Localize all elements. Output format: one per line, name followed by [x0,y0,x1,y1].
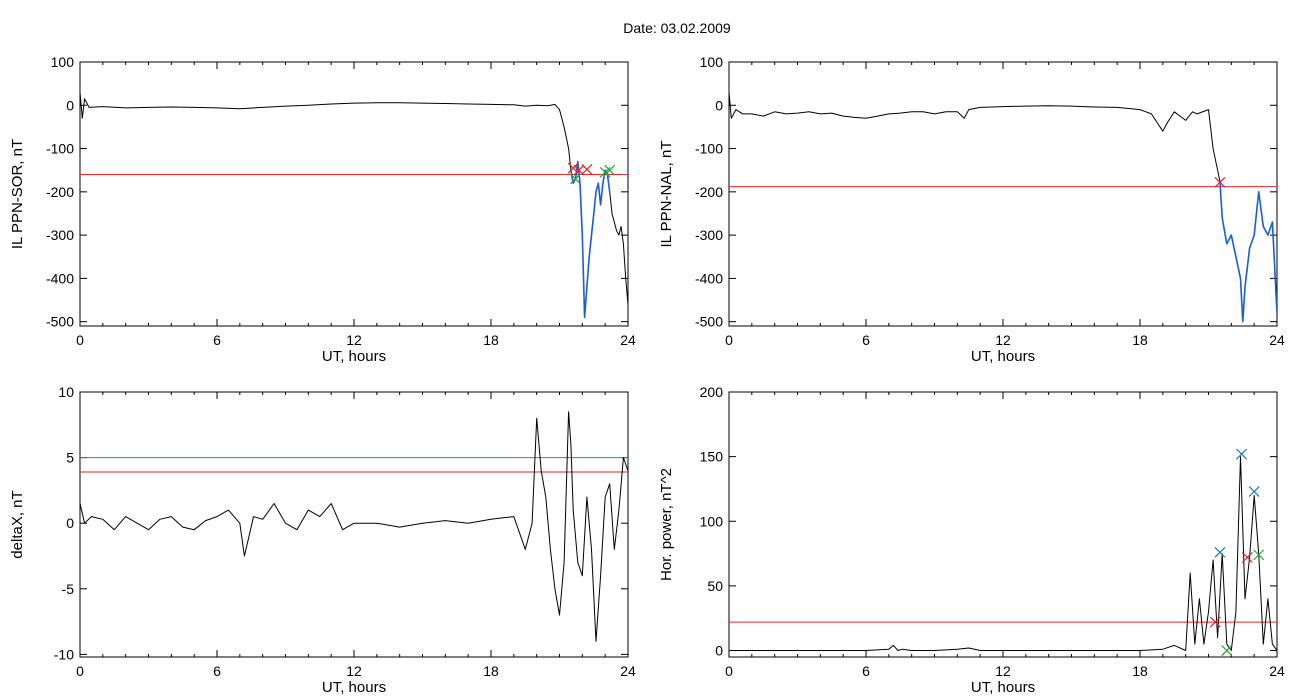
series-line [729,456,1277,651]
y-tick-label: 100 [700,513,724,529]
x-tick-label: 6 [862,663,870,679]
x-tick-label: 6 [213,663,221,679]
marker-red [567,162,579,174]
series-line [729,92,1277,323]
x-tick-label: 18 [1132,663,1148,679]
x-tick-label: 24 [620,663,636,679]
x-tick-label: 18 [483,332,499,348]
y-tick-label: -10 [54,646,74,662]
y-tick-label: -300 [695,227,723,243]
y-tick-label: -500 [46,314,74,330]
y-axis-title: Hor. power, nT^2 [658,468,675,581]
date-label: Date: 03.02.2009 [623,20,731,36]
panel-nal: 0 6 12 18 24 100 0 -100 -200 -300 -400 -500 UT, hour… [658,54,1285,365]
x-tick-label: 18 [1132,332,1148,348]
y-tick-label: -500 [695,314,723,330]
y-tick-label: -300 [46,227,74,243]
plot-frame [79,391,629,658]
x-tick-label: 12 [995,663,1011,679]
y-tick-label: 0 [66,515,74,531]
y-tick-label: -400 [46,270,74,286]
x-tick-label: 24 [620,332,636,348]
plot-area [729,448,1277,656]
highlight-series-line [570,160,611,319]
y-axis-title: IL PPN-NAL, nT [658,141,675,248]
y-tick-label: 150 [700,449,724,465]
plot-frame [79,61,629,327]
panel-hpower: 0 6 12 18 24 200 150 100 50 0 UT, hours Hor. power,… [658,384,1285,696]
y-tick-label: -100 [46,141,74,157]
plot-area [729,92,1277,323]
x-tick-label: 6 [862,332,870,348]
plot-frame [728,391,1278,658]
marker-red [581,163,593,175]
marker-green [1221,645,1233,656]
x-axis-title: UT, hours [322,348,386,365]
y-tick-label: 100 [51,54,75,70]
x-tick-label: 18 [483,663,499,679]
y-tick-label: -5 [62,581,75,597]
marker-green [1253,549,1265,561]
y-tick-label: 200 [700,384,724,400]
y-tick-label: 50 [707,578,723,594]
marker-blue [1248,486,1260,497]
y-tick-label: 0 [66,97,74,113]
x-tick-label: 12 [995,332,1011,348]
x-tick-label: 0 [76,332,84,348]
x-tick-label: 0 [76,663,84,679]
x-axis-title: UT, hours [322,679,386,696]
panel-sor: 0 6 12 18 24 100 0 -100 -200 -300 -400 -500 UT, hour… [9,54,636,365]
marker-green [570,173,581,185]
y-tick-label: 5 [66,450,74,466]
y-tick-label: -200 [695,184,723,200]
series-line [80,411,628,642]
y-axis-title: IL PPN-SOR, nT [9,139,26,249]
marker-red [1209,616,1221,628]
plot-frame [728,61,1278,327]
x-axis-title: UT, hours [971,679,1035,696]
y-tick-label: -100 [695,141,723,157]
x-tick-label: 24 [1269,332,1285,348]
y-axis-title: deltaX, nT [9,490,26,558]
y-tick-label: -400 [695,270,723,286]
y-tick-label: -200 [46,184,74,200]
x-tick-label: 12 [346,332,362,348]
marker-blue [1214,546,1226,558]
y-tick-label: 100 [700,54,724,70]
y-tick-label: 0 [715,643,723,659]
y-tick-label: 0 [715,97,723,113]
x-tick-label: 0 [725,332,733,348]
plot-area [80,92,628,319]
x-tick-label: 0 [725,663,733,679]
marker-red [1241,552,1253,563]
x-tick-label: 12 [346,663,362,679]
plot-area [80,411,628,642]
panel-deltax: 0 6 12 18 24 10 5 0 -5 -10 UT, hours deltaX, nT [9,384,636,696]
marker-red [1214,176,1226,188]
y-tick-label: 10 [58,384,74,400]
series-line [80,92,628,318]
x-axis-title: UT, hours [971,348,1035,365]
x-tick-label: 24 [1269,663,1285,679]
highlight-series-line [1219,180,1277,323]
marker-blue [1236,448,1248,460]
x-tick-label: 6 [213,332,221,348]
marker-green [604,164,616,176]
